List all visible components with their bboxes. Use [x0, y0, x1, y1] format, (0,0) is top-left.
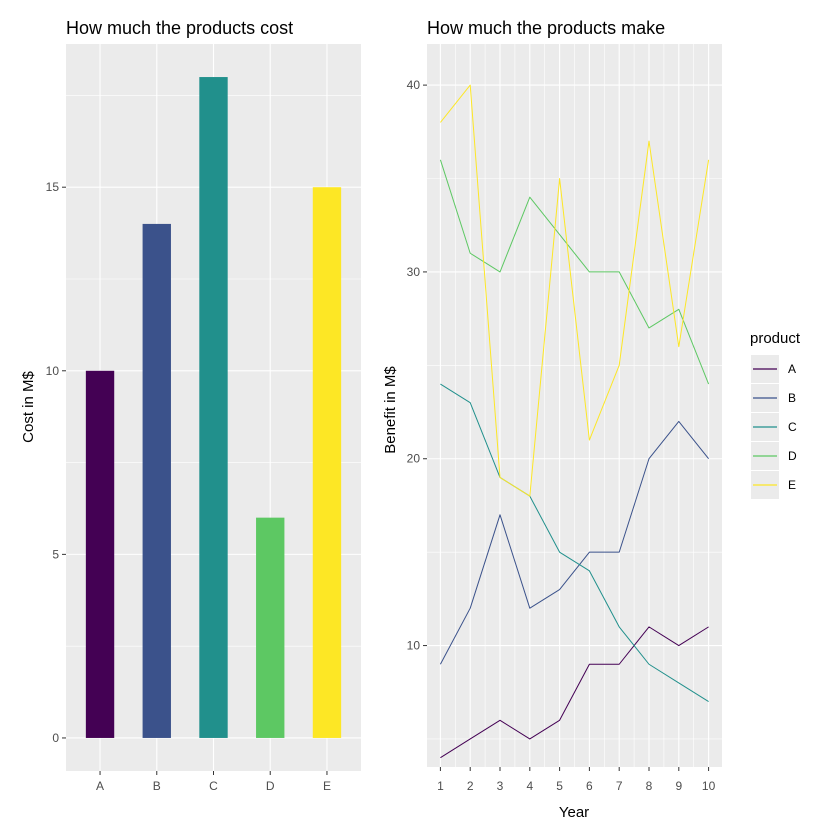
benefit-x-tick-label: 8 [646, 779, 653, 793]
benefit-x-tick-label: 6 [586, 779, 593, 793]
cost-chart-bars [85, 77, 342, 738]
legend-title: product [750, 330, 801, 347]
cost-x-tick-label: D [266, 779, 275, 793]
cost-x-tick-label: E [323, 779, 331, 793]
benefit-x-tick-label: 9 [675, 779, 682, 793]
line-series-E [440, 84, 710, 497]
cost-y-tick-label: 10 [46, 364, 60, 378]
bar-C [199, 77, 228, 738]
cost-chart-x-ticks: A B C D E [96, 771, 331, 793]
legend-items: A B C D E [751, 355, 797, 499]
line-series-A [440, 626, 709, 759]
cost-y-tick-label: 15 [46, 180, 60, 194]
benefit-x-tick-label: 4 [526, 779, 533, 793]
cost-y-tick-label: 0 [52, 731, 59, 745]
line-series-C [440, 383, 709, 703]
benefit-x-tick-label: 5 [556, 779, 563, 793]
cost-x-tick-label: C [209, 779, 218, 793]
line-series-B [439, 420, 709, 665]
cost-x-tick-label: A [96, 779, 104, 793]
line-series-D [439, 159, 710, 385]
cost-chart-title: How much the products cost [66, 18, 293, 38]
benefit-chart-x-axis-title: Year [559, 804, 589, 821]
benefit-chart-x-ticks: 1 2 3 4 5 6 7 8 9 10 [437, 767, 716, 793]
legend-label-D: D [788, 449, 797, 463]
benefit-chart-gridlines [427, 44, 722, 767]
product-legend: product A B C D E [750, 330, 801, 499]
benefit-line-chart: How much the products make 10 20 30 40 1 2 3 4… [382, 18, 722, 821]
cost-x-tick-label: B [153, 779, 161, 793]
benefit-x-tick-label: 10 [702, 779, 716, 793]
legend-label-E: E [788, 478, 796, 492]
benefit-x-tick-label: 2 [467, 779, 474, 793]
benefit-y-tick-label: 20 [407, 452, 421, 466]
benefit-x-tick-label: 1 [437, 779, 444, 793]
benefit-y-tick-label: 10 [407, 639, 421, 653]
cost-chart-y-ticks: 0 5 10 15 [46, 180, 66, 745]
benefit-chart-y-ticks: 10 20 30 40 [407, 78, 427, 653]
bar-A [85, 370, 115, 738]
legend-label-C: C [788, 420, 797, 434]
benefit-x-tick-label: 7 [616, 779, 623, 793]
bar-D [256, 517, 285, 738]
benefit-y-tick-label: 40 [407, 78, 421, 92]
bar-E [312, 187, 342, 738]
benefit-y-tick-label: 30 [407, 265, 421, 279]
benefit-chart-y-axis-title: Benefit in M$ [382, 366, 399, 454]
legend-label-B: B [788, 391, 796, 405]
benefit-x-tick-label: 3 [497, 779, 504, 793]
cost-chart-y-axis-title: Cost in M$ [20, 371, 37, 443]
bar-B [142, 223, 171, 738]
cost-y-tick-label: 5 [52, 547, 59, 561]
benefit-chart-title: How much the products make [427, 18, 665, 38]
legend-label-A: A [788, 362, 796, 376]
benefit-chart-lines [439, 84, 710, 759]
